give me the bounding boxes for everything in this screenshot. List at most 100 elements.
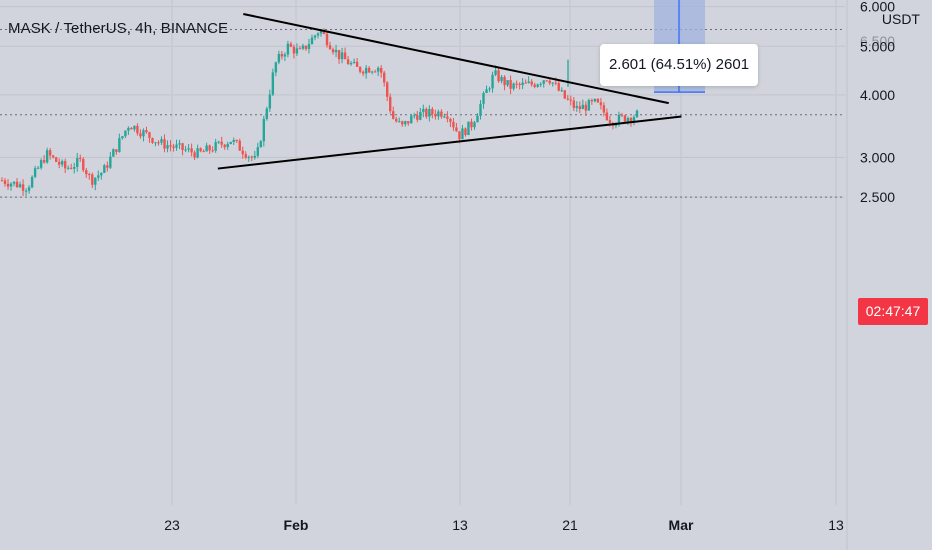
candle-body bbox=[24, 190, 28, 192]
candle-body bbox=[139, 133, 142, 137]
candle-body bbox=[358, 66, 362, 72]
candle-body bbox=[307, 44, 311, 49]
candle-body bbox=[145, 130, 148, 133]
candle-body bbox=[36, 167, 40, 169]
x-tick-label: 13 bbox=[452, 517, 468, 533]
trendline-lower bbox=[217, 115, 682, 170]
symbol-title[interactable]: MASK / TetherUS, 4h, BINANCE bbox=[8, 20, 229, 37]
candle-body bbox=[70, 167, 73, 169]
candle-body bbox=[373, 71, 377, 73]
candle-body bbox=[172, 146, 175, 148]
candle-body bbox=[259, 141, 263, 148]
candle-body bbox=[572, 100, 576, 108]
trendline-upper bbox=[243, 13, 669, 105]
candle-body bbox=[169, 145, 172, 147]
candle-body bbox=[545, 80, 548, 82]
candle-body bbox=[289, 43, 293, 47]
candle-body bbox=[488, 88, 491, 90]
candle-body bbox=[620, 114, 624, 116]
candle-body bbox=[527, 81, 530, 83]
candle-body bbox=[479, 103, 482, 116]
y-tick-label: 5.000 bbox=[860, 38, 895, 54]
candle-body bbox=[196, 148, 199, 158]
candle-body bbox=[148, 132, 151, 138]
candle-body bbox=[0, 180, 4, 182]
candle-body bbox=[355, 61, 359, 67]
candle-body bbox=[205, 145, 208, 152]
candle-body bbox=[560, 90, 563, 92]
currency-unit-label: USDT bbox=[881, 11, 920, 27]
candle-body bbox=[256, 147, 260, 156]
candle-body bbox=[322, 30, 326, 34]
candle-body bbox=[274, 62, 278, 73]
candle-body bbox=[232, 139, 235, 142]
candle-body bbox=[73, 166, 76, 169]
candle-body bbox=[515, 83, 518, 85]
x-tick-label: Feb bbox=[284, 517, 309, 533]
candle-body bbox=[244, 154, 247, 158]
candle-body bbox=[18, 184, 22, 188]
candle-body bbox=[584, 104, 588, 111]
candle-body bbox=[536, 84, 539, 87]
candle-body bbox=[331, 49, 335, 53]
candle-body bbox=[467, 121, 470, 136]
y-tick-label: 4.000 bbox=[860, 87, 895, 103]
candle-body bbox=[416, 115, 419, 120]
candle-body bbox=[539, 83, 542, 85]
candle-body bbox=[482, 93, 485, 104]
candle-body bbox=[109, 156, 112, 168]
candle-body bbox=[554, 82, 557, 84]
candle-body bbox=[88, 174, 91, 176]
candle-body bbox=[202, 151, 205, 153]
candle-body bbox=[590, 100, 594, 102]
candle-body bbox=[334, 49, 338, 53]
candle-body bbox=[223, 144, 226, 148]
candle-body bbox=[626, 118, 630, 122]
candle-body bbox=[449, 118, 452, 122]
candle-body bbox=[497, 70, 500, 82]
candle-body bbox=[166, 145, 169, 149]
candle-body bbox=[476, 115, 479, 123]
candle-body bbox=[91, 174, 94, 185]
candle-body bbox=[247, 156, 250, 158]
candle-body bbox=[253, 155, 256, 158]
candle-body bbox=[57, 161, 61, 165]
candle-body bbox=[121, 136, 124, 139]
candle-body bbox=[60, 161, 64, 165]
candle-body bbox=[76, 157, 79, 167]
candle-body bbox=[425, 108, 428, 117]
candle-body bbox=[82, 158, 85, 171]
candle-body bbox=[392, 111, 395, 119]
candle-body bbox=[608, 120, 612, 123]
candle-body bbox=[124, 130, 127, 137]
candle-body bbox=[575, 106, 579, 108]
candle-body bbox=[39, 160, 43, 168]
x-tick-label: 23 bbox=[164, 517, 180, 533]
candle-body bbox=[316, 33, 320, 36]
candle-body bbox=[367, 67, 371, 73]
candle-body bbox=[413, 115, 416, 117]
candle-body bbox=[446, 116, 449, 119]
candle-body bbox=[587, 100, 591, 111]
candle-body bbox=[181, 143, 184, 151]
candle-body bbox=[9, 183, 13, 187]
candle-body bbox=[250, 156, 253, 158]
candle-body bbox=[136, 125, 139, 134]
candle-body bbox=[325, 33, 329, 46]
candle-body bbox=[30, 176, 34, 188]
candle-body bbox=[100, 172, 103, 176]
candle-body bbox=[428, 109, 431, 117]
candle-body bbox=[286, 43, 290, 55]
candle-body bbox=[42, 160, 46, 163]
x-tick-label: Mar bbox=[669, 517, 694, 533]
candle-body bbox=[283, 54, 287, 57]
candle-body bbox=[623, 115, 627, 122]
candle-body bbox=[112, 149, 115, 157]
candle-body bbox=[301, 45, 305, 49]
candle-body bbox=[280, 54, 284, 57]
x-tick-label: 21 bbox=[562, 517, 578, 533]
candle-body bbox=[217, 141, 220, 143]
candle-body bbox=[214, 142, 217, 151]
candle-body bbox=[157, 142, 160, 144]
